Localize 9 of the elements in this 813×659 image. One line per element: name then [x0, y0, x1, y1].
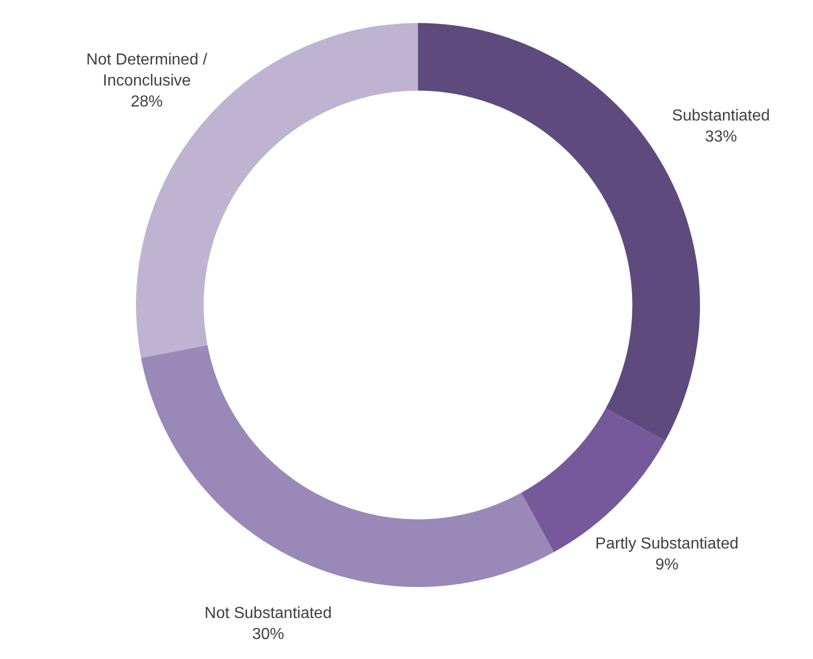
slice-label: Not Substantiated — [204, 604, 332, 622]
data-label: 30% — [252, 626, 284, 642]
data-label: 28% — [130, 93, 163, 110]
data-label: 33% — [704, 128, 737, 145]
slice-label: Substantiated — [672, 106, 770, 124]
data-label: 9% — [655, 556, 678, 573]
donut-slice — [140, 345, 554, 587]
slice-label: Not Determined / Inconclusive — [86, 51, 208, 90]
slice-label: Partly Substantiated — [595, 534, 739, 552]
